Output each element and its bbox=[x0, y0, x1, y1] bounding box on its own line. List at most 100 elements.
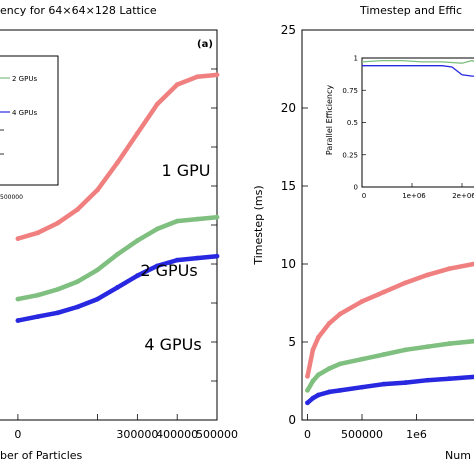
inset-b-frame bbox=[361, 57, 474, 188]
data-point bbox=[15, 296, 21, 302]
inset-b-series bbox=[361, 59, 474, 77]
panel-b-frame bbox=[301, 29, 474, 421]
data-point bbox=[134, 273, 140, 279]
data-point bbox=[310, 395, 316, 401]
data-point bbox=[35, 314, 41, 320]
data-point bbox=[95, 267, 100, 273]
data-point bbox=[174, 218, 180, 224]
series-b-1 bbox=[305, 338, 474, 393]
data-point bbox=[115, 160, 120, 166]
data-point bbox=[305, 373, 310, 379]
data-point bbox=[425, 344, 430, 350]
data-point bbox=[337, 387, 343, 393]
data-point bbox=[95, 187, 100, 193]
data-point bbox=[446, 376, 452, 382]
data-point bbox=[310, 378, 316, 384]
data-point bbox=[381, 352, 387, 357]
data-point bbox=[326, 320, 332, 326]
panel-b-x-tick-label: 0 bbox=[304, 428, 311, 441]
label-2-gpus: 2 GPUs bbox=[140, 261, 197, 280]
series-1-gpu bbox=[15, 72, 220, 242]
data-point bbox=[154, 226, 160, 232]
data-point bbox=[35, 292, 41, 298]
data-point bbox=[337, 361, 343, 367]
data-point bbox=[446, 341, 452, 346]
data-point bbox=[425, 377, 430, 383]
data-point bbox=[154, 263, 160, 269]
data-point bbox=[381, 381, 387, 387]
data-point bbox=[15, 318, 21, 323]
inset-b-y-tick-label: 0.5 bbox=[347, 119, 358, 127]
panel-b-x-ticks: 0 500000 1e6 bbox=[304, 414, 427, 441]
inset-b-y-tick-label: 0.75 bbox=[342, 87, 358, 95]
panel-a-x-tick-label: 400000 bbox=[156, 428, 198, 441]
panel-b-y-tick-label: 20 bbox=[281, 101, 296, 115]
data-point bbox=[134, 238, 140, 244]
data-point bbox=[55, 310, 61, 316]
data-point bbox=[305, 400, 310, 406]
data-point bbox=[174, 257, 180, 263]
data-point bbox=[95, 296, 100, 302]
series-b-0 bbox=[305, 261, 474, 379]
data-point bbox=[403, 280, 409, 286]
data-point bbox=[446, 266, 452, 272]
panel-b-y-tick-label: 0 bbox=[288, 413, 296, 427]
data-point bbox=[359, 384, 365, 390]
data-point bbox=[154, 101, 160, 107]
data-point bbox=[15, 236, 21, 242]
data-point bbox=[174, 82, 180, 87]
series-b-2 bbox=[305, 374, 474, 406]
data-point bbox=[55, 286, 61, 292]
panel-a-series bbox=[15, 72, 220, 323]
inset-b-y-tick-label: 1 bbox=[354, 55, 358, 63]
data-point bbox=[194, 216, 200, 222]
data-point bbox=[315, 372, 321, 378]
data-point bbox=[134, 130, 140, 136]
label-1-gpu: 1 GPU bbox=[161, 161, 210, 180]
panel-b-x-tick-label: 500000 bbox=[341, 428, 383, 441]
data-point bbox=[315, 392, 321, 398]
panel-b-y-ticks: 0 5 10 15 20 25 bbox=[281, 23, 308, 427]
series-2-gpus bbox=[15, 214, 220, 302]
panel-b-series bbox=[305, 261, 474, 406]
data-point bbox=[326, 389, 332, 395]
data-point bbox=[425, 272, 430, 278]
panel-b-y-tick-label: 25 bbox=[281, 23, 296, 37]
data-point bbox=[35, 230, 41, 236]
data-point bbox=[194, 255, 200, 261]
inset-b-series-line bbox=[362, 65, 474, 77]
data-point bbox=[115, 285, 120, 290]
panel-a-y-ticks bbox=[211, 68, 217, 382]
data-point bbox=[305, 387, 310, 393]
inset-a-legend-2gpus: 2 GPUs bbox=[12, 75, 37, 83]
panel-b-title: Timestep and Effic bbox=[359, 4, 462, 17]
data-point bbox=[214, 72, 220, 78]
data-point bbox=[403, 347, 409, 353]
data-point bbox=[214, 253, 220, 259]
inset-b-series-line bbox=[361, 59, 474, 64]
data-point bbox=[115, 251, 120, 257]
inset-b-x-tick-label: 0 bbox=[362, 192, 366, 200]
panel-b-x-tick-label: 1e6 bbox=[406, 428, 427, 441]
panel-a-inset: 2 GPUs 4 GPUs 500000 bbox=[0, 55, 59, 201]
panel-a-title: ency for 64×64×128 Lattice bbox=[0, 4, 157, 17]
panel-b-ylabel: Timestep (ms) bbox=[252, 185, 265, 265]
series-line bbox=[305, 261, 474, 377]
data-point bbox=[194, 74, 200, 80]
panel-b-inset: Parallel Efficiency 0 0.25 0.5 0.75 1 0 1e+06 2… bbox=[325, 55, 474, 200]
panel-a-xlabel: ber of Particles bbox=[0, 449, 83, 462]
panel-a-label: (a) bbox=[197, 39, 213, 50]
data-point bbox=[381, 289, 387, 295]
data-point bbox=[214, 214, 220, 220]
panel-a-x-tick-label: 500000 bbox=[196, 428, 238, 441]
data-point bbox=[359, 299, 365, 304]
panel-a: ency for 64×64×128 Lattice (a) 0 30000040… bbox=[0, 4, 238, 462]
panel-b-xlabel: Num bbox=[445, 449, 471, 462]
label-4-gpus: 4 GPUs bbox=[144, 335, 201, 354]
data-point bbox=[310, 347, 316, 353]
data-point bbox=[55, 220, 61, 226]
inset-a-legend-4gpus: 4 GPUs bbox=[12, 109, 37, 117]
inset-b-y-tick-label: 0 bbox=[354, 184, 358, 192]
